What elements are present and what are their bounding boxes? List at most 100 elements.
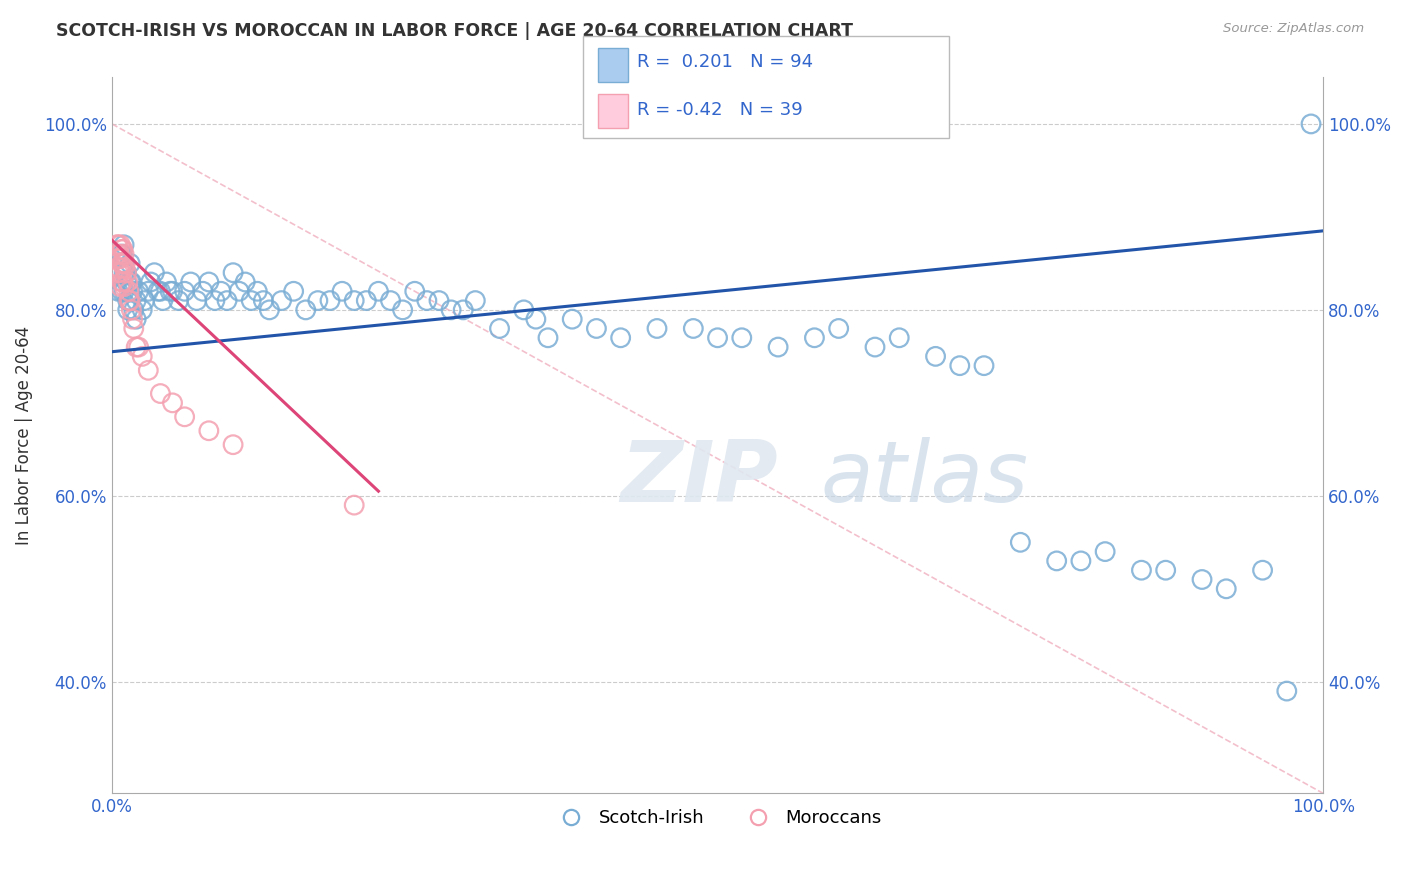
Point — [706, 331, 728, 345]
Point — [404, 285, 426, 299]
Point — [111, 275, 134, 289]
Point — [139, 275, 162, 289]
Point — [111, 243, 134, 257]
Point — [513, 302, 536, 317]
Point — [131, 350, 153, 364]
Point — [367, 285, 389, 299]
Point — [121, 285, 143, 299]
Point — [222, 438, 245, 452]
Point — [107, 237, 129, 252]
Point — [121, 312, 143, 326]
Point — [114, 256, 136, 270]
Point — [889, 331, 911, 345]
Point — [1070, 554, 1092, 568]
Point — [115, 266, 138, 280]
Point — [111, 285, 134, 299]
Point — [105, 237, 128, 252]
Point — [240, 293, 263, 308]
Point — [120, 256, 142, 270]
Point — [117, 275, 139, 289]
Point — [180, 275, 202, 289]
Text: ZIP: ZIP — [620, 437, 779, 520]
Point — [1130, 563, 1153, 577]
Point — [863, 340, 886, 354]
Point — [122, 302, 145, 317]
Text: SCOTCH-IRISH VS MOROCCAN IN LABOR FORCE | AGE 20-64 CORRELATION CHART: SCOTCH-IRISH VS MOROCCAN IN LABOR FORCE … — [56, 22, 853, 40]
Text: Source: ZipAtlas.com: Source: ZipAtlas.com — [1223, 22, 1364, 36]
Point — [108, 247, 131, 261]
Text: R =  0.201   N = 94: R = 0.201 N = 94 — [637, 54, 813, 71]
Point — [111, 243, 134, 257]
Point — [110, 237, 132, 252]
Point — [766, 340, 789, 354]
Point — [118, 293, 141, 308]
Point — [343, 498, 366, 512]
Point — [330, 285, 353, 299]
Point — [537, 331, 560, 345]
Point — [120, 275, 142, 289]
Point — [112, 266, 135, 280]
Point — [112, 279, 135, 293]
Text: R = -0.42   N = 39: R = -0.42 N = 39 — [637, 101, 803, 119]
Point — [1275, 684, 1298, 698]
Point — [167, 293, 190, 308]
Point — [117, 293, 139, 308]
Point — [159, 285, 181, 299]
Point — [1010, 535, 1032, 549]
Point — [125, 340, 148, 354]
Point — [803, 331, 825, 345]
Point — [107, 285, 129, 299]
Point — [136, 363, 159, 377]
Point — [107, 266, 129, 280]
Point — [451, 302, 474, 317]
Point — [228, 285, 250, 299]
Point — [120, 302, 142, 317]
Point — [110, 266, 132, 280]
Point — [1215, 582, 1237, 596]
Point — [356, 293, 378, 308]
Point — [198, 424, 221, 438]
Point — [110, 252, 132, 266]
Point — [108, 260, 131, 275]
Point — [307, 293, 329, 308]
Point — [120, 275, 142, 289]
Point — [162, 396, 184, 410]
Point — [198, 275, 221, 289]
Point — [427, 293, 450, 308]
Point — [209, 285, 232, 299]
Point — [152, 293, 174, 308]
Point — [1046, 554, 1069, 568]
Point — [125, 293, 148, 308]
Point — [191, 285, 214, 299]
Point — [731, 331, 754, 345]
Point — [246, 285, 269, 299]
Point — [204, 293, 226, 308]
Point — [149, 386, 172, 401]
Point — [173, 409, 195, 424]
Point — [1094, 544, 1116, 558]
Point — [111, 247, 134, 261]
Point — [252, 293, 274, 308]
Point — [155, 275, 177, 289]
Point — [270, 293, 292, 308]
Point — [294, 302, 316, 317]
Point — [561, 312, 583, 326]
Point — [117, 302, 139, 317]
Point — [1251, 563, 1274, 577]
Text: atlas: atlas — [821, 437, 1029, 520]
Point — [186, 293, 208, 308]
Point — [973, 359, 995, 373]
Point — [120, 293, 142, 308]
Point — [488, 321, 510, 335]
Point — [416, 293, 439, 308]
Point — [1191, 573, 1213, 587]
Point — [391, 302, 413, 317]
Point — [143, 266, 166, 280]
Point — [115, 266, 138, 280]
Point — [524, 312, 547, 326]
Point — [146, 285, 169, 299]
Y-axis label: In Labor Force | Age 20-64: In Labor Force | Age 20-64 — [15, 326, 32, 545]
Point — [440, 302, 463, 317]
Point — [283, 285, 305, 299]
Point — [112, 260, 135, 275]
